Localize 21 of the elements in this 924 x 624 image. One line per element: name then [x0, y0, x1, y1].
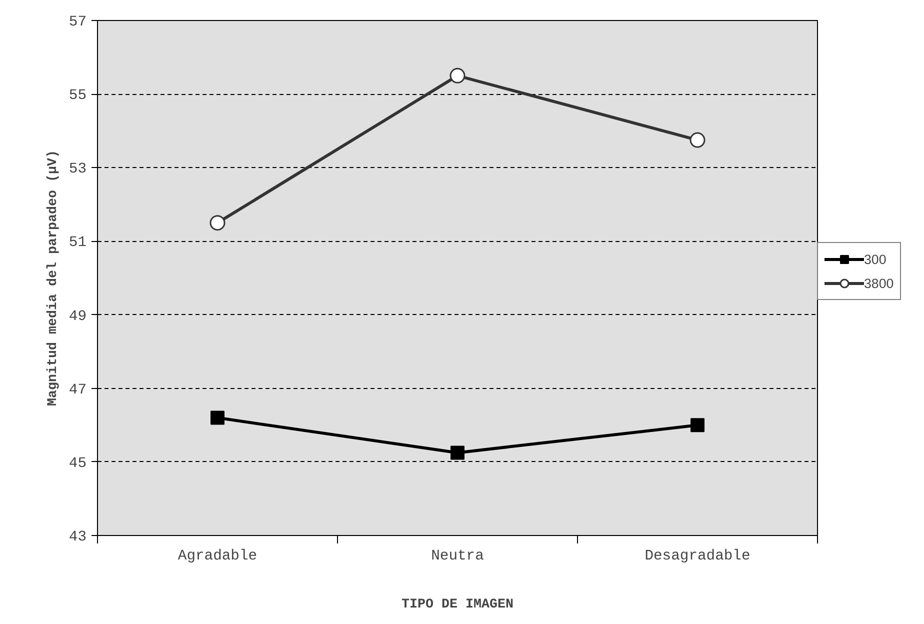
point: [450, 68, 466, 84]
y-tick-label: 57: [68, 14, 87, 30]
x-tick-label: Desagradable: [644, 548, 750, 564]
x-axis-title: TIPO DE IMAGEN: [402, 598, 514, 612]
point: [450, 446, 464, 460]
y-tick-label: 53: [68, 162, 87, 178]
legend-label: 3800: [864, 276, 894, 290]
y-tick-label: 47: [68, 382, 87, 398]
y-tick-label: 51: [68, 235, 87, 252]
y-axis-title: Magnitud media del parpadeo (µV): [46, 150, 61, 406]
x-tick-label: Agradable: [178, 548, 258, 564]
y-tick-label: 43: [68, 530, 87, 546]
y-tick-label: 45: [68, 456, 87, 472]
x-tick-label: Neutra: [431, 548, 484, 564]
point: [690, 132, 706, 148]
y-tick-label: 55: [68, 88, 87, 104]
legend-label: 300: [864, 252, 886, 266]
point: [210, 215, 226, 231]
y-tick-label: 49: [68, 308, 87, 325]
point: [690, 418, 704, 432]
point: [210, 410, 224, 425]
